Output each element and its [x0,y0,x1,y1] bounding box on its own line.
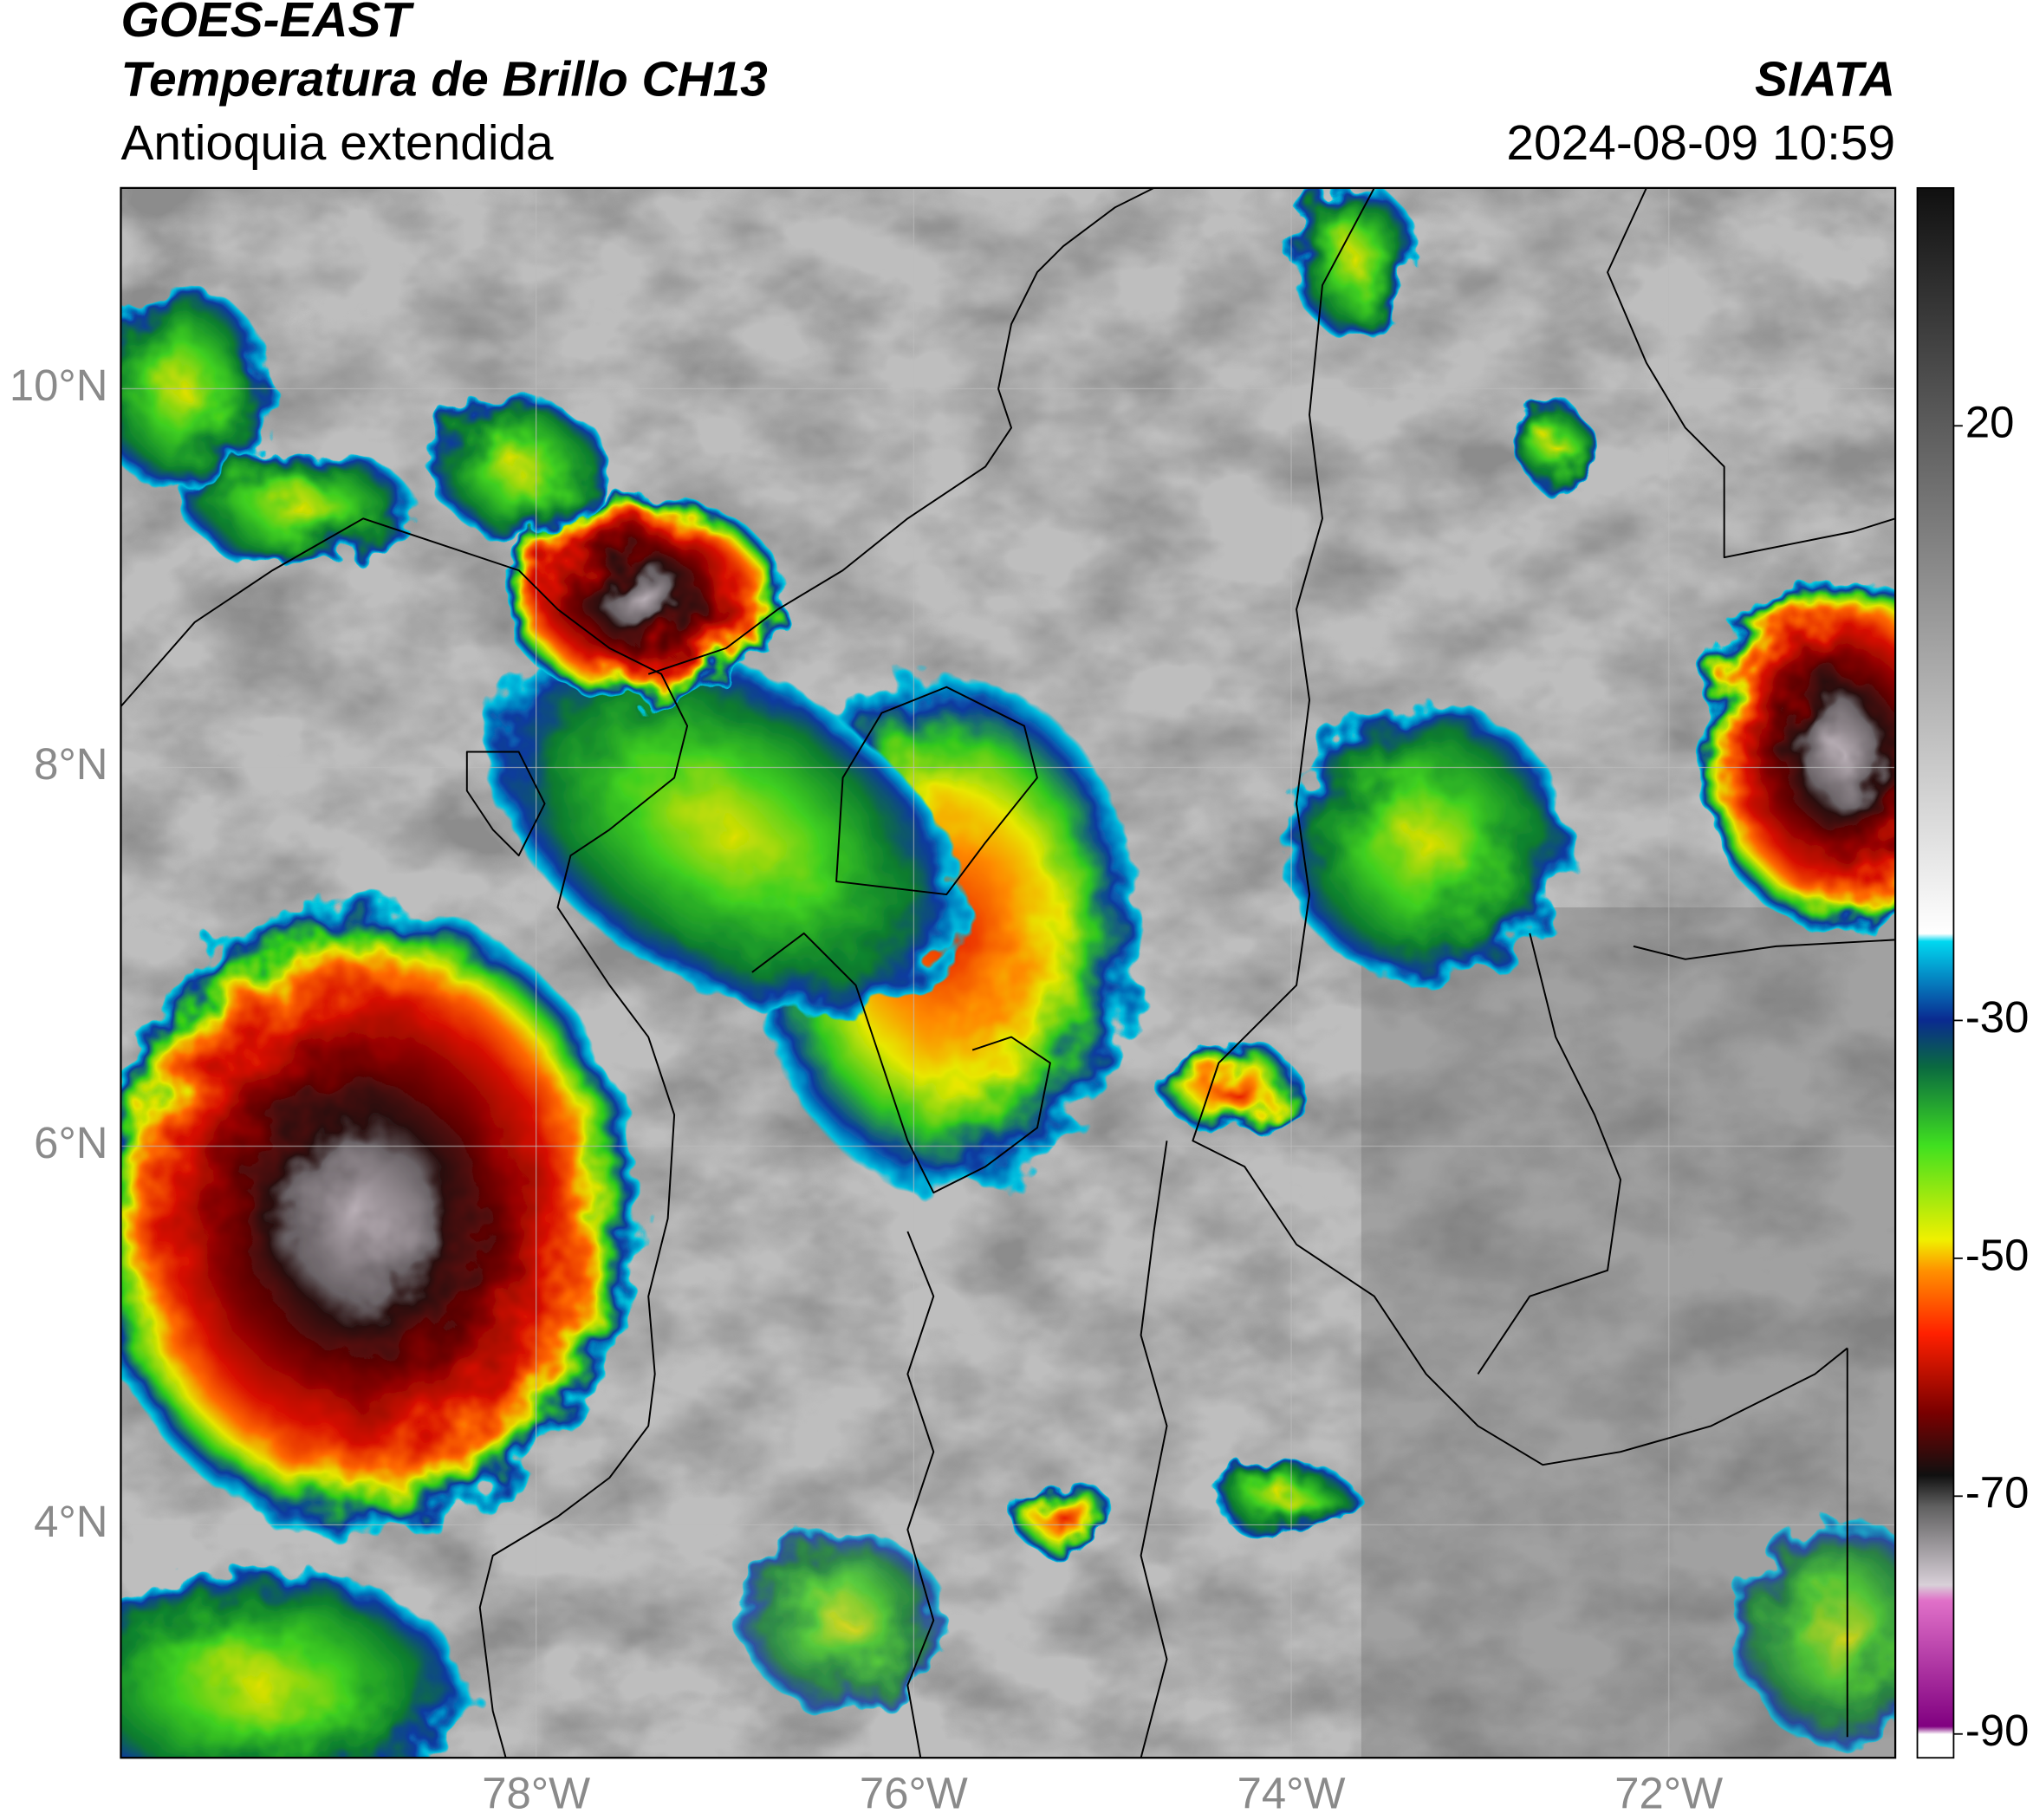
lat-tick-label: 10°N [10,361,108,410]
colorbar [1916,186,1955,1759]
colorbar-tick-label: -30 [1965,992,2030,1042]
map-frame [120,186,1897,1759]
colorbar-tick-label: 20 [1965,398,2015,447]
lat-tick-label: 4°N [34,1497,107,1546]
graticule [120,187,1896,1758]
colorbar-tick-label: -90 [1965,1706,2030,1755]
map-image [120,187,1896,1758]
borders [120,187,1896,1758]
title: GOES-EAST [120,0,414,48]
region: Antioquia extendida [120,116,554,171]
convective-cells [120,187,1896,1758]
subtitle: Temperatura de Brillo CH13 [120,53,767,107]
lon-tick-label: 76°W [860,1769,968,1818]
lon-tick-label: 72°W [1614,1769,1723,1818]
colorbar-tick-label: -50 [1965,1230,2030,1279]
lon-tick-label: 78°W [482,1769,590,1818]
lat-tick-label: 8°N [34,739,107,789]
colorbar-tick-label: -70 [1965,1468,2030,1518]
source: SIATA [1755,53,1895,107]
lat-tick-label: 6°N [34,1118,107,1167]
tick-labels: 78°W 76°W 74°W 72°W 10°N 8°N 6°N 4°N 20 -30 -50 -70… [10,361,2029,1818]
datetime: 2024-08-09 10:59 [1506,116,1895,171]
lon-tick-label: 74°W [1237,1769,1346,1818]
